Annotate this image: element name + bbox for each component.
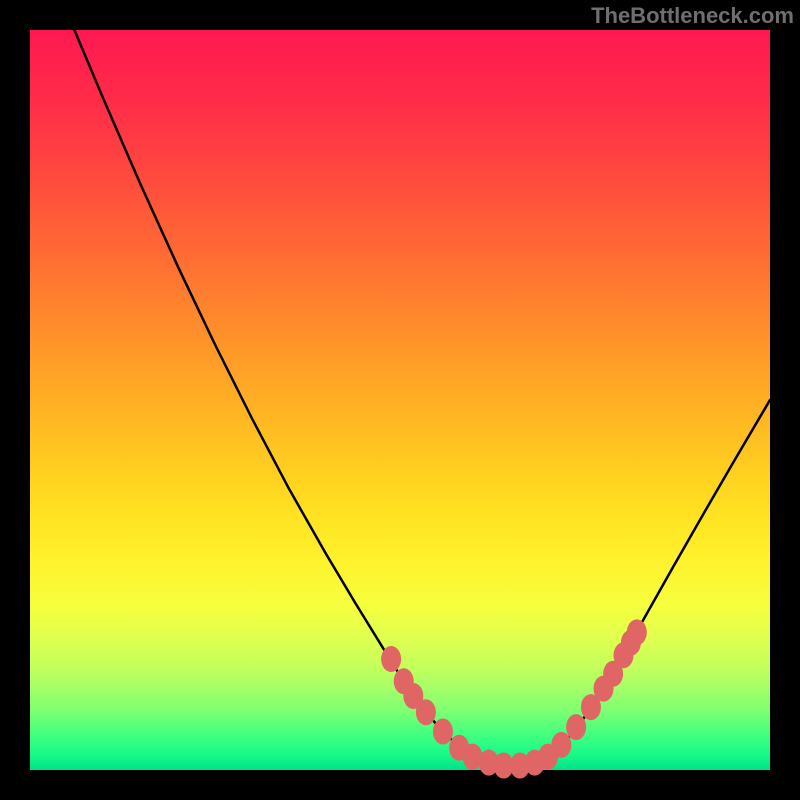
- highlight-dot: [566, 714, 586, 740]
- highlight-dot: [416, 699, 436, 725]
- highlight-dot: [627, 619, 647, 645]
- highlight-dot: [551, 732, 571, 758]
- bottleneck-chart: [0, 0, 800, 800]
- watermark-label: TheBottleneck.com: [591, 3, 794, 29]
- highlight-dot: [433, 719, 453, 745]
- chart-frame: TheBottleneck.com: [0, 0, 800, 800]
- highlight-dot: [381, 646, 401, 672]
